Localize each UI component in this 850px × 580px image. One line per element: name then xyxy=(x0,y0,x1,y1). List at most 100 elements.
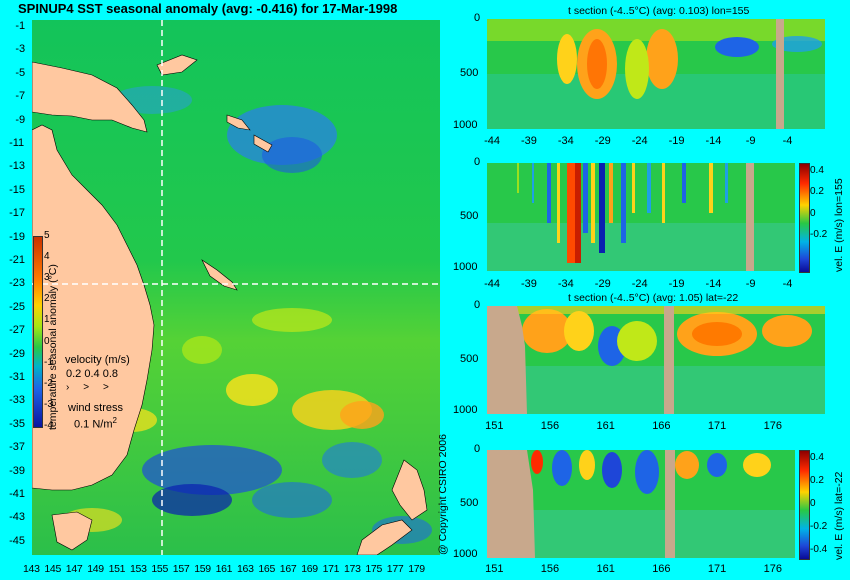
panel4-x-tick: 151 xyxy=(485,563,504,575)
panel3-x-tick: 166 xyxy=(652,420,671,432)
panel3-x-tick: 151 xyxy=(485,420,504,432)
map-lat-tick: -43 xyxy=(9,511,25,524)
panel2-x-tick: -14 xyxy=(705,278,722,290)
panel2-x-tick: -9 xyxy=(745,278,756,290)
map-lon-tick: 161 xyxy=(215,563,233,575)
map-lat-tick: -31 xyxy=(9,371,25,383)
map-lat-tick: -35 xyxy=(9,417,25,430)
panel3-x-tick: 161 xyxy=(596,420,615,432)
wind-legend-label: wind stress xyxy=(68,402,124,414)
map-lat-tick: -9 xyxy=(15,113,26,126)
panel1-x-tick: -4 xyxy=(782,135,793,147)
panel1-x-tick: -39 xyxy=(521,135,537,147)
map-colorbar-tick: -2 xyxy=(44,377,53,389)
panel1-y-tick: 1000 xyxy=(453,118,478,131)
map-lon-tick: 143 xyxy=(23,563,40,575)
panel4-x-tick: 171 xyxy=(707,563,727,575)
panel4-plot xyxy=(487,450,795,558)
main-title: SPINUP4 SST seasonal anomaly (avg: -0.41… xyxy=(18,1,398,16)
map-colorbar-tick: 2 xyxy=(44,293,50,305)
map-lon-tick: 151 xyxy=(108,563,126,575)
panel1-x-tick: -9 xyxy=(745,135,756,147)
map-colorbar-tick: 4 xyxy=(44,251,50,263)
map-lon-tick: 163 xyxy=(237,563,254,575)
map-colorbar-tick: 5 xyxy=(44,230,50,241)
map-lon-tick: 169 xyxy=(301,563,318,575)
panel4-x-tick: 176 xyxy=(763,563,782,575)
sst-map xyxy=(32,20,440,555)
panel3-x-tick: 176 xyxy=(763,420,782,432)
panel4-colorbar xyxy=(799,450,810,560)
map-lat-tick: -17 xyxy=(9,207,25,220)
panel4-colorbar-label: vel. E (m/s) lat=-22 xyxy=(833,471,845,560)
map-lat-tick: -19 xyxy=(9,230,25,243)
panel1-x-tick: -14 xyxy=(705,135,722,147)
panel4-colorbar-tick: 0.2 xyxy=(810,475,824,486)
panel4-colorbar-tick: 0.4 xyxy=(810,452,824,463)
panel2-colorbar-label: vel. E (m/s) lon=155 xyxy=(833,178,845,272)
map-lon-tick: 171 xyxy=(322,563,340,575)
panel1-x-tick: -44 xyxy=(484,135,500,147)
land-masses xyxy=(32,54,428,555)
panel1-x-tick: -19 xyxy=(668,135,685,147)
panel4-y-tick: 500 xyxy=(460,497,479,509)
panel1-y-tick: 500 xyxy=(460,67,479,79)
anomaly-blobs xyxy=(62,86,432,544)
panel2-colorbar-tick: 0.2 xyxy=(810,186,824,198)
wind-legend-value: 0.1 N/m2 xyxy=(74,416,117,431)
panel1-x-tick: -24 xyxy=(631,135,648,147)
map-lon-tick: 167 xyxy=(279,563,297,575)
panel4-y-tick: 0 xyxy=(474,443,481,455)
map-lat-tick: -25 xyxy=(9,300,25,313)
panel2-x-tick: -39 xyxy=(521,278,537,290)
map-lon-tick: 173 xyxy=(344,563,361,575)
map-lat-tick: -27 xyxy=(9,324,25,337)
panel4-x-tick: 161 xyxy=(596,563,615,575)
panel4-y-tick: 1000 xyxy=(453,547,478,560)
map-lat-tick: -39 xyxy=(9,464,25,477)
copyright-text: @ Copyright CSIRO 2006 xyxy=(437,434,449,555)
panel4-x-tick: 156 xyxy=(540,563,560,575)
panel2-streaks xyxy=(517,163,728,263)
map-lat-tick: -37 xyxy=(9,441,25,454)
panel3-x-tick: 156 xyxy=(540,420,560,432)
map-lon-tick: 157 xyxy=(172,563,190,575)
map-colorbar-tick: -4 xyxy=(44,420,53,431)
map-lon-tick: 165 xyxy=(258,563,276,575)
wind-legend-exponent: 2 xyxy=(112,416,117,425)
panel3-y-tick: 500 xyxy=(460,353,479,365)
panel2-x-tick: -34 xyxy=(557,278,574,290)
velocity-arrows-icon: › > > xyxy=(66,382,109,393)
panel1-title: t section (-4..5°C) (avg: 0.103) lon=155 xyxy=(568,5,750,17)
map-lat-tick: -11 xyxy=(9,137,25,149)
map-lat-tick: -45 xyxy=(9,534,25,547)
panel2-x-tick: -24 xyxy=(631,278,648,290)
panel4-x-tick: 166 xyxy=(652,563,671,575)
map-colorbar-tick: 0 xyxy=(44,335,50,347)
map-lon-tick: 155 xyxy=(151,563,169,575)
panel2-colorbar xyxy=(799,163,810,273)
map-lat-tick: -3 xyxy=(15,43,26,56)
map-lat-tick: -5 xyxy=(15,66,26,79)
map-lat-tick: -41 xyxy=(9,488,25,500)
panel3-x-tick: 171 xyxy=(707,420,727,432)
panel2-x-tick: -44 xyxy=(484,278,500,290)
map-colorbar-tick: -1 xyxy=(44,356,53,368)
panel2-x-tick: -29 xyxy=(594,278,611,290)
map-lat-tick: -21 xyxy=(9,254,25,266)
panel2-plot xyxy=(487,163,795,271)
panel4-colorbar-tick: -0.2 xyxy=(810,521,828,532)
panel2-colorbar-tick: 0 xyxy=(810,207,816,219)
map-lon-tick: 149 xyxy=(87,563,104,575)
map-lon-tick: 177 xyxy=(386,563,404,575)
panel4-colorbar-tick: 0 xyxy=(810,498,816,509)
panel2-y-tick: 500 xyxy=(460,210,479,222)
map-lat-tick: -13 xyxy=(9,160,25,173)
panel3-title: t section (-4..5°C) (avg: 1.05) lat=-22 xyxy=(568,292,739,304)
map-lon-tick: 147 xyxy=(65,563,83,575)
panel3-y-tick: 1000 xyxy=(453,403,478,416)
map-colorbar-tick: -3 xyxy=(44,398,53,410)
map-lon-tick: 179 xyxy=(408,563,425,575)
panel2-y-tick: 0 xyxy=(474,156,481,168)
velocity-legend-values: 0.2 0.4 0.8 xyxy=(66,368,118,380)
